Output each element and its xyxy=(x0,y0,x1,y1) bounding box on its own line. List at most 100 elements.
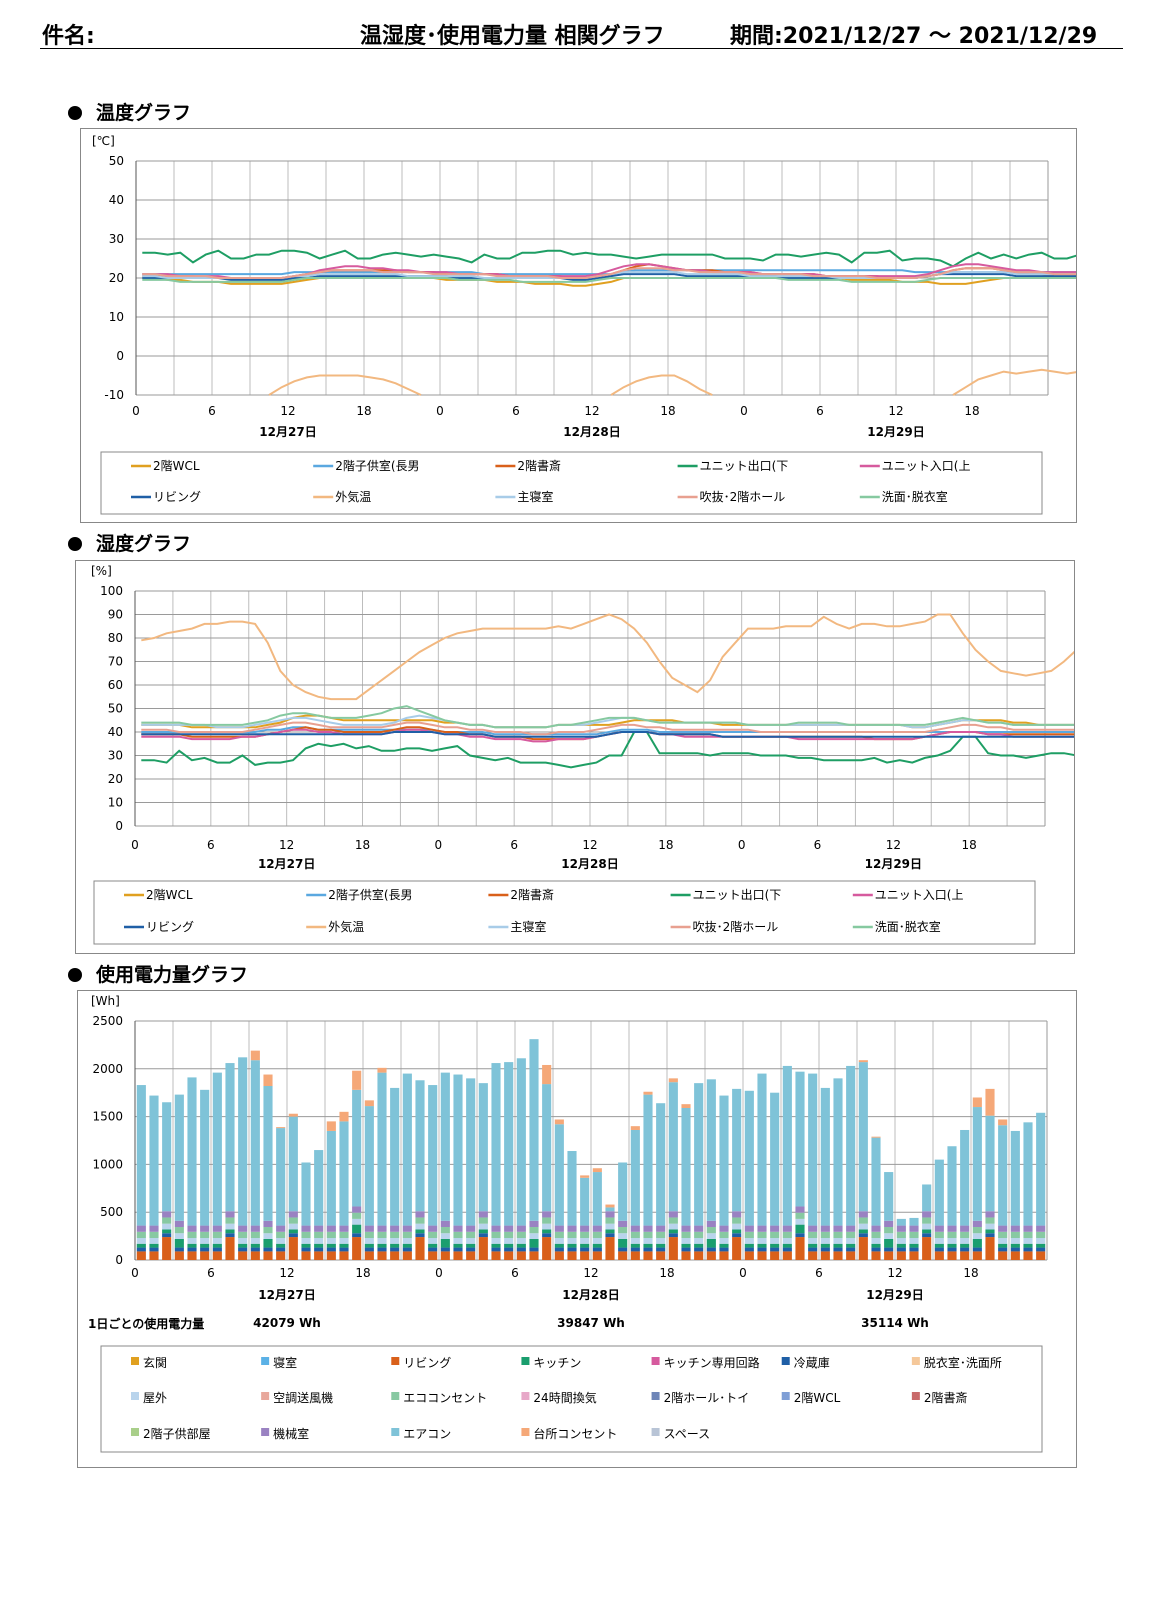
power-bar-segment xyxy=(681,1251,691,1260)
power-bar-segment xyxy=(288,1233,298,1238)
power-bar-segment xyxy=(529,1233,539,1239)
power-chart-svg: 0 500 1000 1500 2000 2500 [Wh] 0 6 12 18 0 6 12 18 0 6 12… xyxy=(88,994,1048,1453)
legend-label: 吹抜･2階ホール xyxy=(700,489,786,504)
bullet-icon xyxy=(68,106,82,120)
legend-label: 2階WCL xyxy=(153,458,200,473)
power-bar-segment xyxy=(820,1243,830,1248)
subject-label: 件名: xyxy=(42,24,95,49)
power-bar-segment xyxy=(770,1247,780,1252)
power-bar-segment xyxy=(795,1071,805,1207)
y-tick-label: 80 xyxy=(108,631,123,645)
power-bar-segment xyxy=(542,1223,552,1230)
power-bar-segment xyxy=(732,1237,742,1260)
power-bar-segment xyxy=(757,1238,767,1244)
power-bar-segment xyxy=(263,1227,273,1234)
power-bar-segment xyxy=(314,1251,324,1260)
power-bar-segment xyxy=(630,1231,640,1239)
power-bar-segment xyxy=(466,1225,476,1232)
power-bar-segment xyxy=(858,1233,868,1238)
power-bar-segment xyxy=(580,1175,590,1178)
legend-color-swatch xyxy=(781,1392,790,1400)
legend-color-swatch xyxy=(391,1357,400,1365)
power-bar-segment xyxy=(415,1217,425,1224)
power-bar-segment xyxy=(681,1238,691,1244)
power-bar-segment xyxy=(668,1078,678,1083)
power-bar-segment xyxy=(770,1225,780,1232)
series-line xyxy=(142,271,1076,279)
legend-label: ユニット入口(上 xyxy=(875,888,964,902)
power-bar-segment xyxy=(605,1207,615,1212)
power-bar-segment xyxy=(1010,1251,1020,1260)
power-bar-segment xyxy=(516,1225,526,1232)
power-bar-segment xyxy=(390,1251,400,1260)
legend-label: ユニット入口(上 xyxy=(882,459,971,473)
power-bar-segment xyxy=(529,1039,539,1221)
y-tick-label: 70 xyxy=(108,655,123,669)
legend-label: 冷蔵庫 xyxy=(794,1356,830,1370)
power-bar-segment xyxy=(301,1238,311,1244)
y-axis-unit: [Wh] xyxy=(91,994,120,1008)
power-bar-segment xyxy=(200,1247,210,1252)
power-bar-segment xyxy=(567,1225,577,1232)
power-bar-segment xyxy=(326,1251,336,1260)
power-bar-segment xyxy=(985,1229,995,1234)
power-bar-segment xyxy=(377,1247,387,1252)
power-bar-segment xyxy=(605,1204,615,1208)
power-bar-segment xyxy=(352,1070,362,1090)
power-bar-segment xyxy=(820,1251,830,1260)
power-bar-segment xyxy=(326,1238,336,1244)
power-bar-segment xyxy=(972,1107,982,1221)
power-bar-segment xyxy=(466,1231,476,1239)
power-bar-segment xyxy=(998,1251,1008,1260)
power-bar-segment xyxy=(453,1247,463,1252)
power-bar-segment xyxy=(998,1231,1008,1239)
power-bar-segment xyxy=(187,1238,197,1244)
power-bar-segment xyxy=(896,1238,906,1244)
power-bar-segment xyxy=(491,1243,501,1248)
x-tick-label: 6 xyxy=(816,404,824,418)
power-bar-segment xyxy=(656,1225,666,1232)
power-bar-segment xyxy=(174,1251,184,1260)
power-bar-segment xyxy=(719,1225,729,1232)
x-tick-label: 12 xyxy=(279,1266,294,1280)
power-bar-segment xyxy=(212,1238,222,1244)
power-bar-segment xyxy=(668,1082,678,1212)
power-bar-segment xyxy=(136,1247,146,1252)
legend-color-swatch xyxy=(391,1428,400,1436)
power-bar-segment xyxy=(922,1217,932,1224)
power-bar-segment xyxy=(263,1233,273,1239)
daily-total-label: 1日ごとの使用電力量 xyxy=(88,1316,204,1331)
power-bar-segment xyxy=(972,1097,982,1108)
power-bar-segment xyxy=(833,1247,843,1252)
power-bar-segment xyxy=(694,1247,704,1252)
power-bar-segment xyxy=(833,1243,843,1248)
power-bar-segment xyxy=(972,1220,982,1228)
power-bar-segment xyxy=(782,1238,792,1244)
power-bar-segment xyxy=(542,1211,552,1218)
power-bar-segment xyxy=(681,1104,691,1108)
power-bar-segment xyxy=(782,1231,792,1239)
y-tick-label: 10 xyxy=(108,796,123,810)
power-bar-segment xyxy=(326,1225,336,1232)
power-bar-segment xyxy=(352,1233,362,1238)
series-line xyxy=(142,277,1076,283)
power-bar-segment xyxy=(504,1251,514,1260)
legend-color-swatch xyxy=(261,1357,270,1365)
legend-label: 洗面･脱衣室 xyxy=(882,489,948,504)
power-bar-segment xyxy=(402,1247,412,1252)
power-bar-segment xyxy=(998,1225,1008,1232)
power-bar-segment xyxy=(288,1229,298,1234)
power-bar-segment xyxy=(288,1217,298,1224)
power-bar-segment xyxy=(706,1251,716,1260)
power-bar-segment xyxy=(453,1225,463,1232)
power-bar-segment xyxy=(744,1225,754,1232)
y-tick-label: 90 xyxy=(108,608,123,622)
x-tick-label: 12 xyxy=(584,404,599,418)
power-bar-segment xyxy=(225,1233,235,1238)
power-bar-segment xyxy=(580,1177,590,1226)
power-bar-segment xyxy=(314,1238,324,1244)
power-bar-segment xyxy=(871,1243,881,1248)
power-bar-segment xyxy=(453,1074,463,1226)
power-bar-segment xyxy=(390,1238,400,1244)
power-bar-segment xyxy=(491,1225,501,1232)
